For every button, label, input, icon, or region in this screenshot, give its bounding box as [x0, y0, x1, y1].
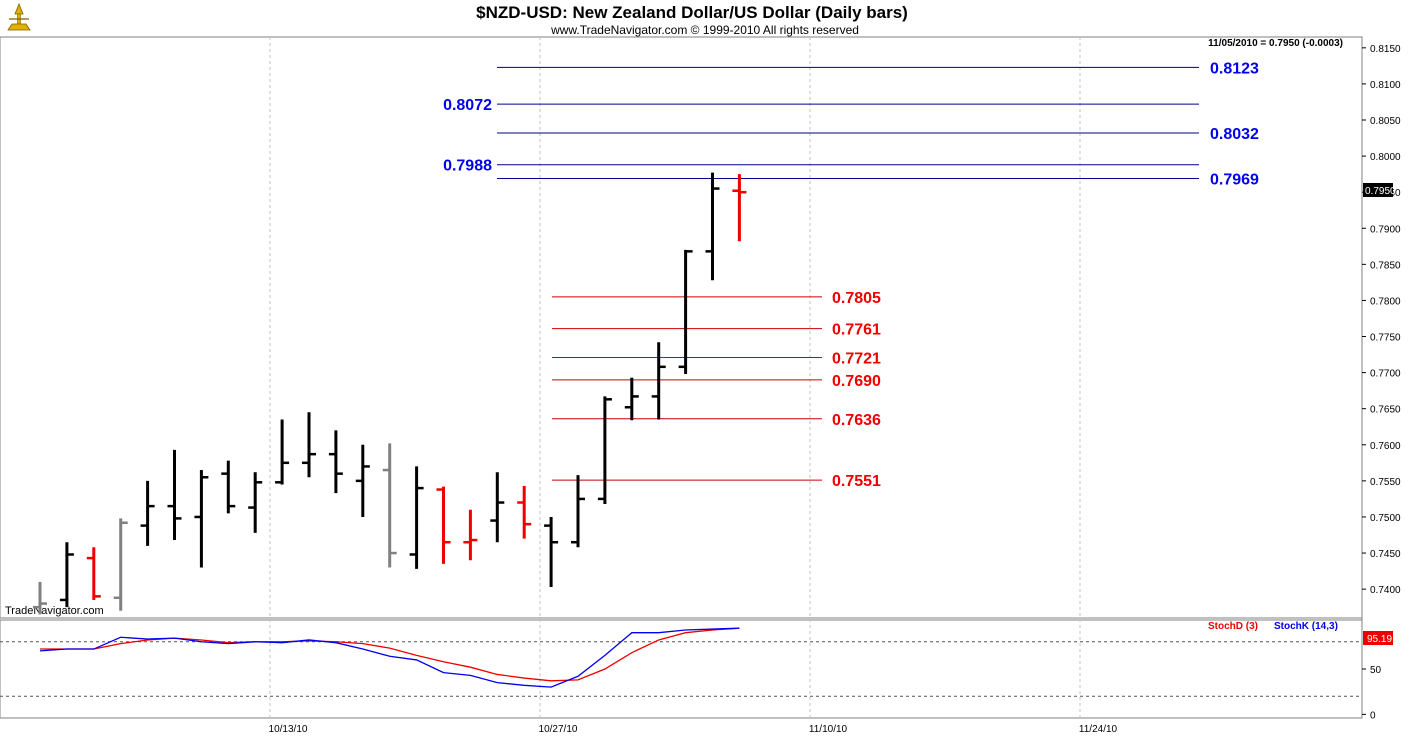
- price-tick-label: 0.7850: [1370, 260, 1401, 271]
- ohlc-bar: [463, 509, 478, 561]
- price-tick-label: 0.8000: [1370, 152, 1401, 163]
- price-axis: 0.8150 0.8100 0.8050 0.8000 0.7950 0.7900 0.78…: [1362, 44, 1401, 596]
- price-tick-label: 0.7750: [1370, 333, 1401, 344]
- ohlc-bar: [328, 430, 343, 494]
- support-label: 0.7636: [832, 412, 881, 429]
- ohlc-bar: [705, 172, 720, 281]
- stochastic-panel-frame: [0, 619, 1363, 719]
- stochk-line: [39, 627, 740, 688]
- ohlc-bar: [221, 460, 236, 514]
- ohlc-bar: [302, 412, 316, 478]
- price-tick-label: 0.7650: [1370, 405, 1401, 416]
- last-price-box: [1363, 183, 1393, 197]
- ohlc-bar: [275, 419, 290, 485]
- price-tick-label: 0.8050: [1370, 116, 1401, 127]
- stochastic-tick-label: 50: [1370, 665, 1382, 676]
- support-label: 0.7721: [832, 350, 881, 367]
- date-tick-label: 11/10/10: [809, 724, 848, 735]
- resistance-label: 0.8072: [443, 97, 492, 114]
- last-price-label: 0.7950: [1365, 186, 1396, 197]
- support-label: 0.7805: [832, 290, 881, 307]
- ohlc-bar: [544, 516, 559, 587]
- ohlc-bar: [409, 466, 424, 569]
- price-panel-frame: [0, 36, 1363, 619]
- price-tick-label: 0.7700: [1370, 369, 1401, 380]
- date-tick-label: 11/24/10: [1079, 724, 1118, 735]
- date-tick-label: 10/13/10: [269, 724, 308, 735]
- ohlc-bar: [113, 518, 128, 611]
- ohlc-bar: [167, 449, 182, 541]
- legend-stochk: StochK (14,3): [1274, 621, 1338, 632]
- ohlc-bar: [33, 581, 47, 615]
- ohlc-bar: [624, 377, 639, 421]
- copyright-text: www.TradeNavigator.com © 1999-2010 All r…: [550, 23, 859, 37]
- resistance-label: 0.8123: [1210, 60, 1259, 77]
- price-tick-label: 0.7450: [1370, 549, 1401, 560]
- ohlc-bar: [140, 480, 155, 546]
- level-lines: 0.8123 0.8072 0.8032 0.7988 0.7969 0.7805 0.77…: [443, 60, 1259, 490]
- price-tick-label: 0.7600: [1370, 441, 1401, 452]
- stochastic-tick-label: 0: [1370, 710, 1376, 721]
- last-stoch-box: [1363, 631, 1393, 645]
- ohlc-bars: [33, 172, 747, 615]
- ohlc-bar: [382, 443, 397, 568]
- ohlc-bar: [248, 472, 263, 533]
- ohlc-bar: [732, 174, 747, 242]
- support-label: 0.7761: [832, 322, 881, 339]
- ohlc-bar: [678, 249, 693, 375]
- price-tick-label: 0.8100: [1370, 80, 1401, 91]
- price-tick-label: 0.7900: [1370, 224, 1401, 235]
- price-readout: 11/05/2010 = 0.7950 (-0.0003): [1208, 38, 1343, 49]
- ohlc-bar: [517, 485, 532, 539]
- date-axis: 10/13/10 10/27/10 11/10/10 11/24/10: [269, 724, 1118, 735]
- watermark: TradeNavigator.com: [5, 605, 104, 617]
- resistance-label: 0.7988: [443, 158, 492, 175]
- last-stoch-label: 95.19: [1367, 634, 1392, 645]
- price-tick-label: 0.7400: [1370, 585, 1401, 596]
- trade-navigator-logo-icon: [6, 2, 32, 32]
- ohlc-bar: [59, 542, 74, 608]
- support-label: 0.7690: [832, 373, 881, 390]
- support-label: 0.7551: [832, 473, 881, 490]
- ohlc-bar: [436, 486, 451, 564]
- price-tick-label: 0.7550: [1370, 477, 1401, 488]
- stochastic-lines: 50 0: [0, 627, 1382, 721]
- date-tick-label: 10/27/10: [539, 724, 578, 735]
- legend-stochd: StochD (3): [1208, 621, 1258, 632]
- ohlc-bar: [490, 472, 505, 543]
- ohlc-bar: [86, 547, 101, 600]
- price-tick-label: 0.7500: [1370, 513, 1401, 524]
- ohlc-bar: [651, 342, 666, 420]
- chart-title: $NZD-USD: New Zealand Dollar/US Dollar (…: [476, 3, 908, 22]
- resistance-label: 0.7969: [1210, 171, 1259, 188]
- ohlc-bar: [194, 470, 209, 568]
- ohlc-bar: [571, 475, 585, 548]
- price-tick-label: 0.7800: [1370, 296, 1401, 307]
- ohlc-bar: [597, 396, 612, 504]
- resistance-label: 0.8032: [1210, 126, 1259, 143]
- price-tick-label: 0.8150: [1370, 44, 1401, 55]
- ohlc-bar: [355, 444, 370, 517]
